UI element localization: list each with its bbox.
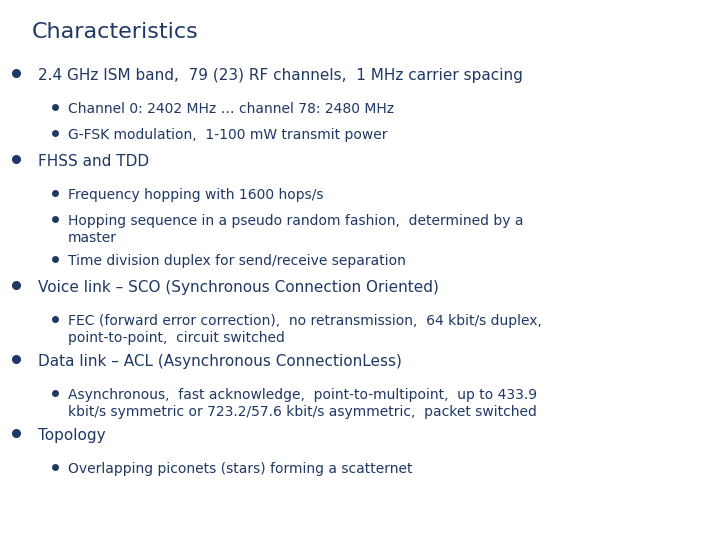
Text: G-FSK modulation,  1-100 mW transmit power: G-FSK modulation, 1-100 mW transmit powe… <box>68 128 387 142</box>
Text: Characteristics: Characteristics <box>32 22 199 42</box>
Text: Topology: Topology <box>38 428 106 443</box>
Text: Overlapping piconets (stars) forming a scatternet: Overlapping piconets (stars) forming a s… <box>68 462 413 476</box>
Text: Data link – ACL (Asynchronous ConnectionLess): Data link – ACL (Asynchronous Connection… <box>38 354 402 369</box>
Text: FEC (forward error correction),  no retransmission,  64 kbit/s duplex,
point-to-: FEC (forward error correction), no retra… <box>68 314 542 345</box>
Text: Asynchronous,  fast acknowledge,  point-to-multipoint,  up to 433.9
kbit/s symme: Asynchronous, fast acknowledge, point-to… <box>68 388 537 418</box>
Text: Voice link – SCO (Synchronous Connection Oriented): Voice link – SCO (Synchronous Connection… <box>38 280 439 295</box>
Text: FHSS and TDD: FHSS and TDD <box>38 154 149 169</box>
Text: Frequency hopping with 1600 hops/s: Frequency hopping with 1600 hops/s <box>68 188 323 202</box>
Text: Time division duplex for send/receive separation: Time division duplex for send/receive se… <box>68 254 406 268</box>
Text: Hopping sequence in a pseudo random fashion,  determined by a
master: Hopping sequence in a pseudo random fash… <box>68 214 523 245</box>
Text: Channel 0: 2402 MHz … channel 78: 2480 MHz: Channel 0: 2402 MHz … channel 78: 2480 M… <box>68 102 394 116</box>
Text: 2.4 GHz ISM band,  79 (23) RF channels,  1 MHz carrier spacing: 2.4 GHz ISM band, 79 (23) RF channels, 1… <box>38 68 523 83</box>
